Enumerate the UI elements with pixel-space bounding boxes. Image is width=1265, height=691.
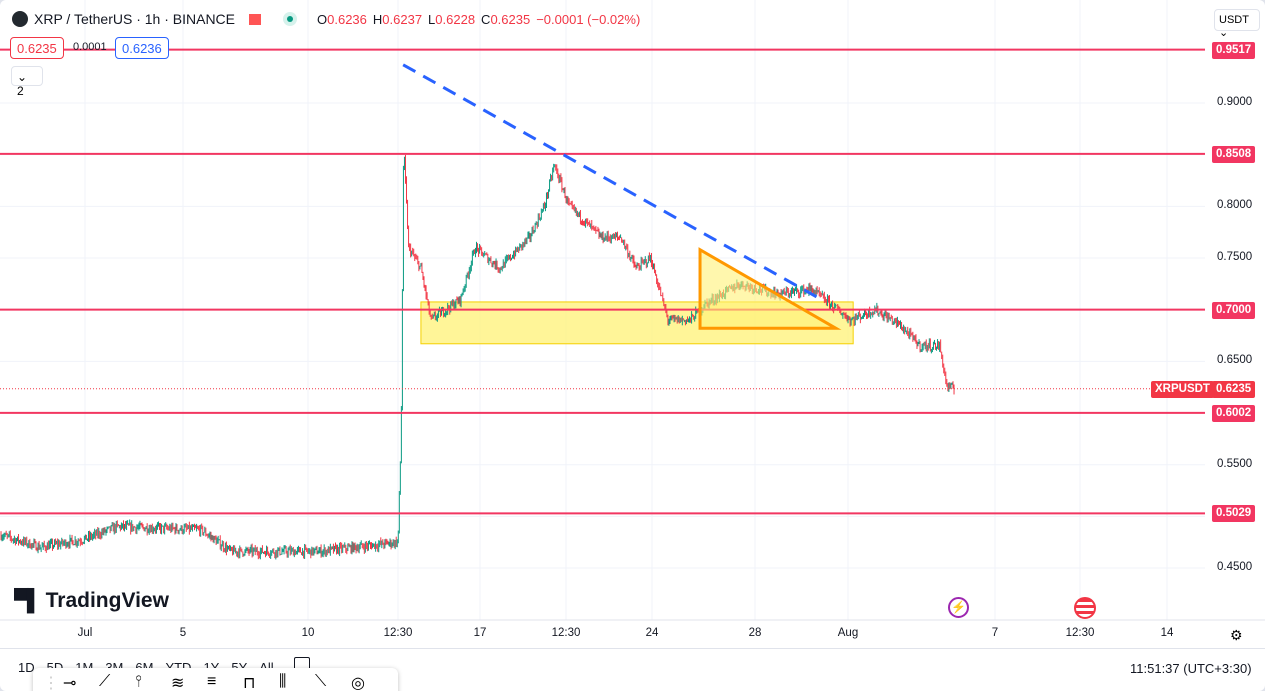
trend-line	[402, 63, 822, 301]
time-tick: 10	[301, 627, 315, 639]
price-tick: 0.7500	[1217, 251, 1253, 263]
time-tick: Aug	[837, 627, 859, 639]
ohlc-values: O0.6236 H0.6237 L0.6228 C0.6235 −0.0001 …	[317, 11, 641, 27]
sell-button[interactable]: 0.6235	[10, 37, 64, 59]
angle-tool-icon[interactable]: ⟍	[315, 673, 327, 690]
spread-value: 0.0001	[73, 41, 107, 53]
circle-tool-icon[interactable]: ◎	[351, 675, 365, 691]
level-price-label: 0.8508	[1212, 145, 1256, 163]
time-tick: 12:30	[1065, 627, 1095, 639]
symbol-header: XRP / TetherUS · 1h · BINANCE O0.6236 H0…	[12, 11, 640, 27]
symbol-price-label: XRPUSDT	[1151, 380, 1214, 398]
drawing-toolbar: ⋮ ⊸ ⟋ ⫯ ≋ ≡ ⊓ ⫼ ⟍ ◎	[33, 668, 398, 691]
vertical-line-tool-icon[interactable]: ⫯	[135, 673, 142, 690]
price-tick: 0.4500	[1217, 561, 1253, 574]
current-price-label: 0.6235	[1212, 380, 1256, 398]
regression-tool-icon[interactable]: ≡	[207, 673, 217, 690]
indicators-toggle[interactable]: ⌄ 2	[11, 66, 43, 98]
fib-tool-icon[interactable]: ⫼	[279, 673, 287, 690]
tradingview-logo[interactable]: ▀▌ TradingView	[14, 589, 169, 612]
level-price-label: 0.9517	[1212, 41, 1256, 59]
level-price-label: 0.5029	[1212, 505, 1256, 523]
lightning-event-icon[interactable]: ⚡	[948, 597, 969, 618]
trend-line-tool-icon[interactable]: ⟋	[99, 673, 111, 690]
range-1d[interactable]: 1D	[18, 660, 35, 675]
horizontal-line-tool-icon[interactable]: ⊸	[63, 675, 77, 691]
time-tick: 12:30	[551, 627, 581, 639]
drag-handle-icon[interactable]: ⋮	[43, 675, 59, 691]
time-tick: 7	[991, 627, 999, 639]
currency-select[interactable]: USDT ⌄	[1214, 9, 1260, 39]
triangle-pattern	[698, 247, 842, 330]
us-flag-event-icon[interactable]	[1074, 597, 1096, 619]
time-tick: 12:30	[383, 627, 413, 639]
rectangle-tool-icon[interactable]: ⊓	[243, 675, 256, 691]
time-tick: 14	[1160, 627, 1174, 639]
market-open-icon	[283, 12, 297, 26]
level-price-label: 0.7000	[1212, 301, 1256, 319]
symbol-title[interactable]: XRP / TetherUS · 1h · BINANCE	[34, 11, 235, 27]
buy-button[interactable]: 0.6236	[115, 37, 169, 59]
price-tick: 0.9000	[1217, 96, 1253, 108]
price-tick: 0.6500	[1217, 354, 1253, 367]
parallel-channel-tool-icon[interactable]: ≋	[171, 675, 185, 691]
xrp-logo-icon	[12, 11, 28, 27]
flag-icon[interactable]	[249, 13, 261, 25]
clock[interactable]: 11:51:37 (UTC+3:30)	[1130, 661, 1252, 676]
price-tick: 0.5500	[1217, 457, 1253, 470]
divider	[0, 648, 1265, 649]
time-tick: Jul	[77, 627, 93, 639]
time-tick: 24	[645, 627, 659, 639]
settings-icon[interactable]: ⚙	[1230, 627, 1243, 643]
time-tick: 5	[179, 627, 187, 639]
time-tick: 17	[473, 627, 487, 639]
level-price-label: 0.6002	[1212, 404, 1256, 422]
price-tick: 0.8000	[1217, 199, 1253, 212]
time-tick: 28	[748, 627, 762, 639]
